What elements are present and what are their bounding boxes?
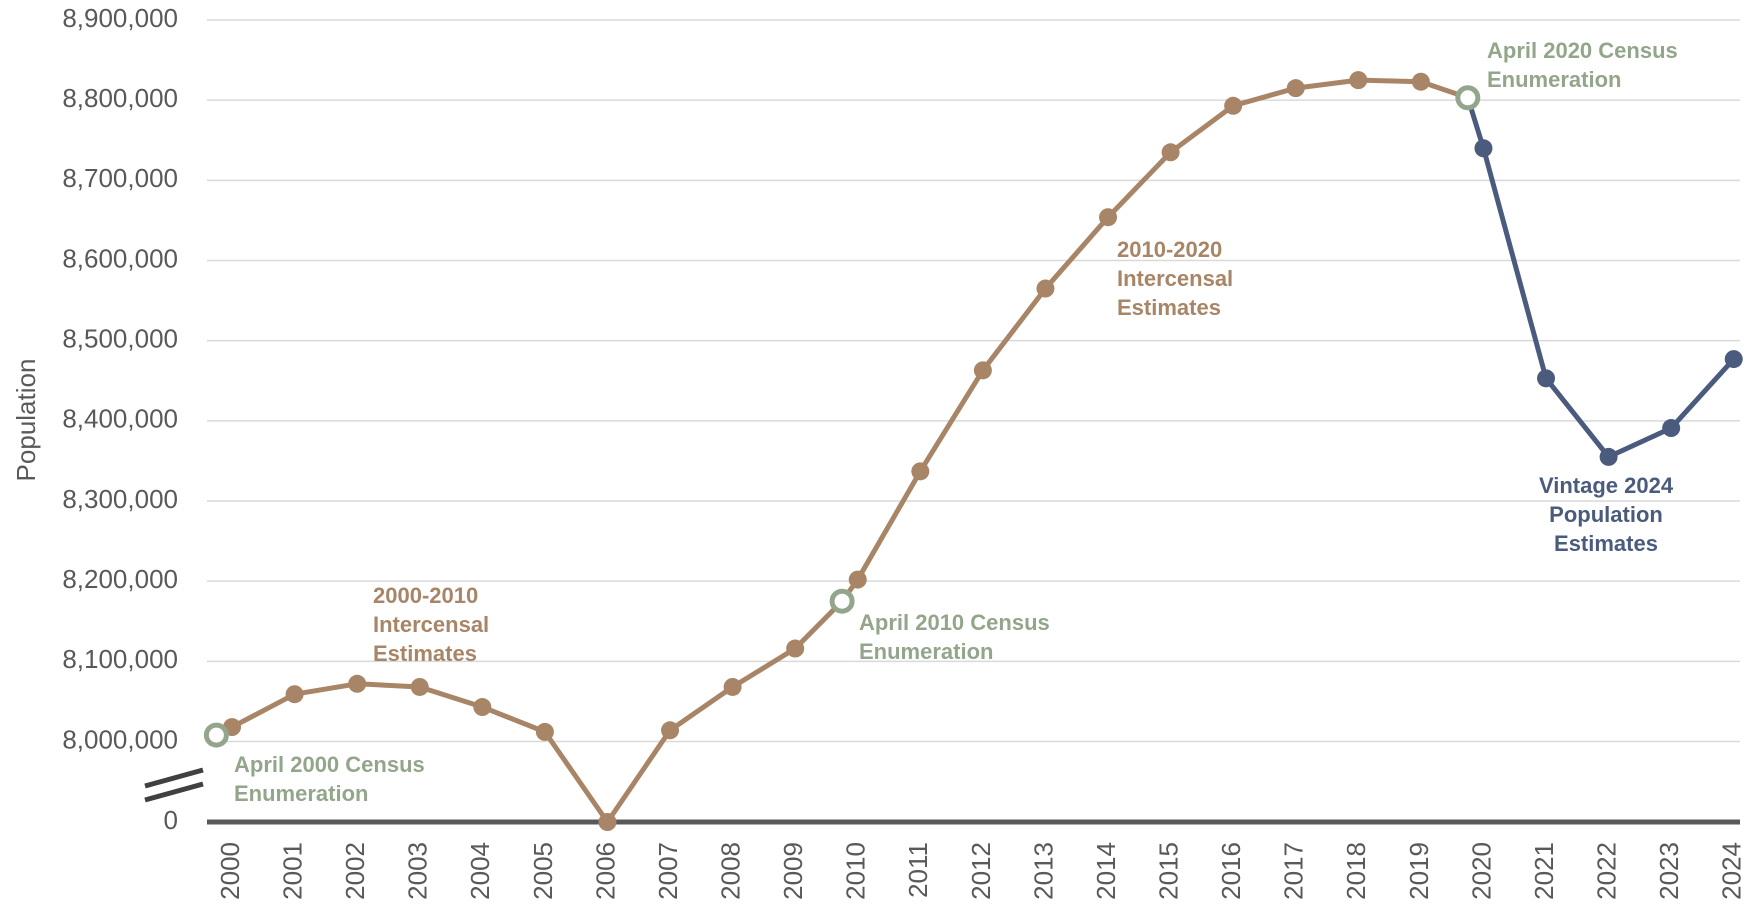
marker (1224, 96, 1243, 115)
markers (203, 71, 1743, 831)
y-tick-label: 8,900,000 (62, 3, 178, 33)
marker (348, 674, 367, 693)
x-tick-label: 2007 (653, 842, 683, 900)
marker (1286, 79, 1305, 98)
marker (1537, 369, 1556, 388)
x-tick-label: 2022 (1591, 842, 1621, 900)
lines (213, 77, 1737, 825)
line-segment (417, 684, 485, 710)
marker (410, 677, 429, 696)
x-tick-label: 2000 (215, 842, 245, 900)
marker (285, 685, 304, 704)
y-tick-label: 8,700,000 (62, 163, 178, 193)
line-segment (1355, 77, 1424, 85)
x-tick-label: 2008 (715, 842, 745, 900)
line-segment (292, 681, 360, 697)
y-axis-label: Population (11, 359, 41, 482)
line-segment (1668, 356, 1737, 431)
line-segment (1230, 85, 1299, 109)
census-marker (829, 588, 855, 614)
x-tick-label: 2005 (528, 842, 558, 900)
x-tick-label: 2010 (841, 842, 871, 900)
x-tick-label: 2013 (1028, 842, 1058, 900)
line-segment (1105, 149, 1174, 220)
census-marker (203, 722, 229, 748)
line-segment (980, 286, 1048, 373)
marker (1662, 419, 1681, 438)
line-segment (1606, 425, 1674, 460)
x-tick-label: 2015 (1153, 842, 1183, 900)
y-tick-label: 8,500,000 (62, 324, 178, 354)
x-tick-label: 2023 (1654, 842, 1684, 900)
line-segment (479, 704, 548, 735)
x-tick-label: 2009 (778, 842, 808, 900)
x-tick-label: 2001 (277, 842, 307, 900)
line-segment (730, 646, 798, 690)
marker (661, 721, 680, 740)
x-tick-label: 2024 (1717, 842, 1747, 900)
line-segment (667, 684, 736, 733)
y-tick-label: 8,300,000 (62, 484, 178, 514)
line-segment (1293, 77, 1361, 91)
y-tick-label: 8,800,000 (62, 83, 178, 113)
x-tick-label: 2014 (1091, 842, 1121, 900)
line-segment (354, 681, 423, 690)
y-tick-label: 8,200,000 (62, 564, 178, 594)
census-label: April 2000 Census Enumeration (234, 752, 425, 806)
line-segment (229, 691, 298, 730)
line-segment (1168, 103, 1236, 155)
marker (473, 698, 492, 717)
x-tick-label: 2012 (966, 842, 996, 900)
y-tick-label: 8,400,000 (62, 404, 178, 434)
x-tick-label: 2003 (403, 842, 433, 900)
marker (1724, 350, 1743, 369)
marker (1474, 139, 1493, 158)
census-label: April 2010 Census Enumeration (859, 610, 1050, 664)
marker (1099, 208, 1118, 227)
x-tick-label: 2016 (1216, 842, 1246, 900)
line-segment (1042, 214, 1111, 292)
marker (1411, 72, 1430, 91)
axis-break (144, 781, 204, 803)
line-segment (1480, 145, 1549, 381)
series-label: Vintage 2024 Population Estimates (1539, 473, 1674, 556)
marker (786, 639, 805, 658)
marker (1349, 71, 1368, 90)
marker (1036, 279, 1055, 298)
series-label: 2000-2010 Intercensal Estimates (373, 583, 489, 666)
marker (1161, 143, 1180, 162)
x-tick-label: 2004 (465, 842, 495, 900)
marker (973, 361, 992, 380)
marker (723, 677, 742, 696)
y-tick-label: 0 (164, 805, 178, 835)
census-label: April 2020 Census Enumeration (1487, 38, 1678, 92)
line-segment (542, 729, 610, 825)
line-segment (604, 727, 673, 825)
x-tick-label: 2011 (903, 842, 933, 898)
marker (848, 570, 867, 589)
x-tick-label: 2018 (1341, 842, 1371, 900)
marker (911, 462, 930, 481)
series-label: 2010-2020 Intercensal Estimates (1117, 237, 1233, 320)
marker (1599, 447, 1618, 466)
census-marker (1455, 85, 1481, 111)
line-segment (855, 468, 923, 583)
y-tick-label: 8,600,000 (62, 243, 178, 273)
y-tick-label: 8,100,000 (62, 644, 178, 674)
x-tick-label: 2017 (1279, 842, 1309, 900)
line-segment (917, 367, 986, 474)
x-tick-label: 2021 (1529, 842, 1559, 900)
x-tick-label: 2019 (1404, 842, 1434, 900)
x-tick-label: 2006 (590, 842, 620, 900)
line-segment (1543, 375, 1612, 460)
y-tick-label: 8,000,000 (62, 724, 178, 754)
marker (598, 813, 617, 831)
marker (535, 722, 554, 741)
axis-break (144, 767, 204, 789)
x-tick-label: 2002 (340, 842, 370, 900)
x-tick-label: 2020 (1466, 842, 1496, 900)
